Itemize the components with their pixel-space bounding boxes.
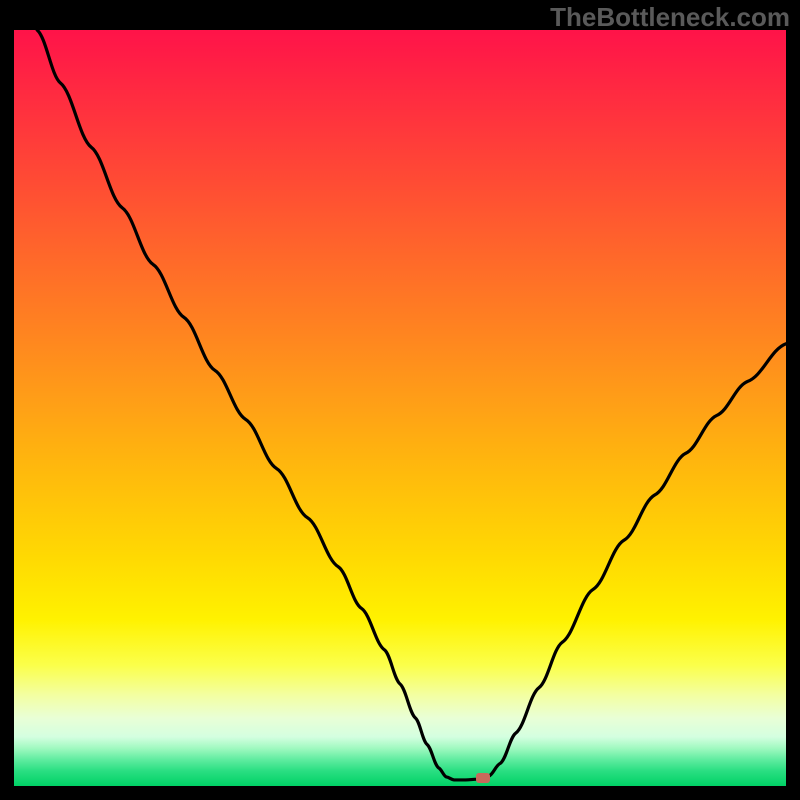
plot-area bbox=[14, 30, 786, 786]
current-marker bbox=[476, 773, 490, 783]
curve-path bbox=[37, 30, 786, 780]
chart-container: TheBottleneck.com bbox=[0, 0, 800, 800]
watermark-text: TheBottleneck.com bbox=[550, 2, 790, 33]
bottleneck-curve bbox=[14, 30, 786, 786]
